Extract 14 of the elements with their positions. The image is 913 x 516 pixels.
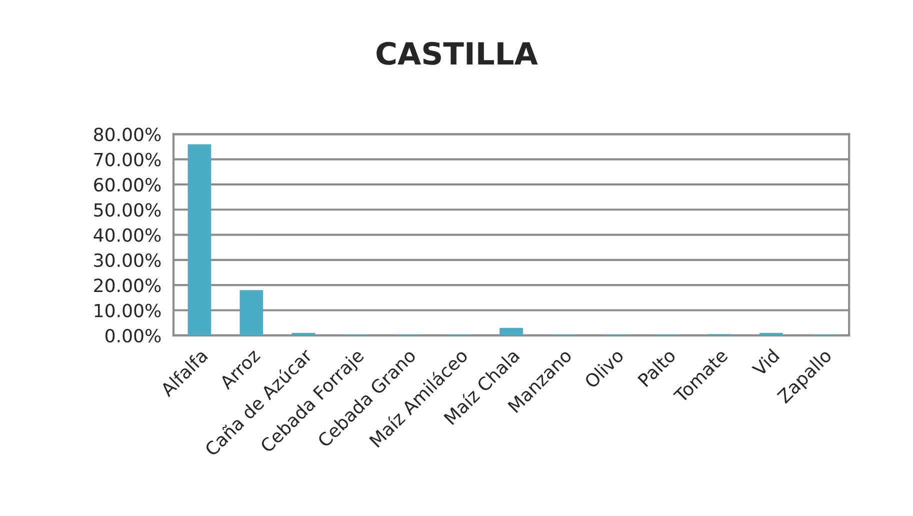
y-tick-label: 40.00% — [94, 228, 161, 242]
y-tick-label: 70.00% — [94, 152, 161, 166]
x-tick-label: Vid — [751, 348, 780, 378]
y-tick-label: 20.00% — [94, 278, 161, 292]
y-tick-label: 60.00% — [94, 178, 161, 192]
bar — [240, 290, 264, 336]
bar — [500, 328, 523, 336]
y-tick-label: 50.00% — [94, 203, 161, 217]
y-tick-label: 0.00% — [106, 328, 161, 343]
chart-title: CASTILLA — [376, 42, 538, 65]
bar — [188, 144, 212, 336]
y-tick-label: 30.00% — [94, 253, 161, 268]
y-tick-label: 10.00% — [94, 304, 161, 318]
y-tick-label: 80.00% — [94, 128, 161, 142]
